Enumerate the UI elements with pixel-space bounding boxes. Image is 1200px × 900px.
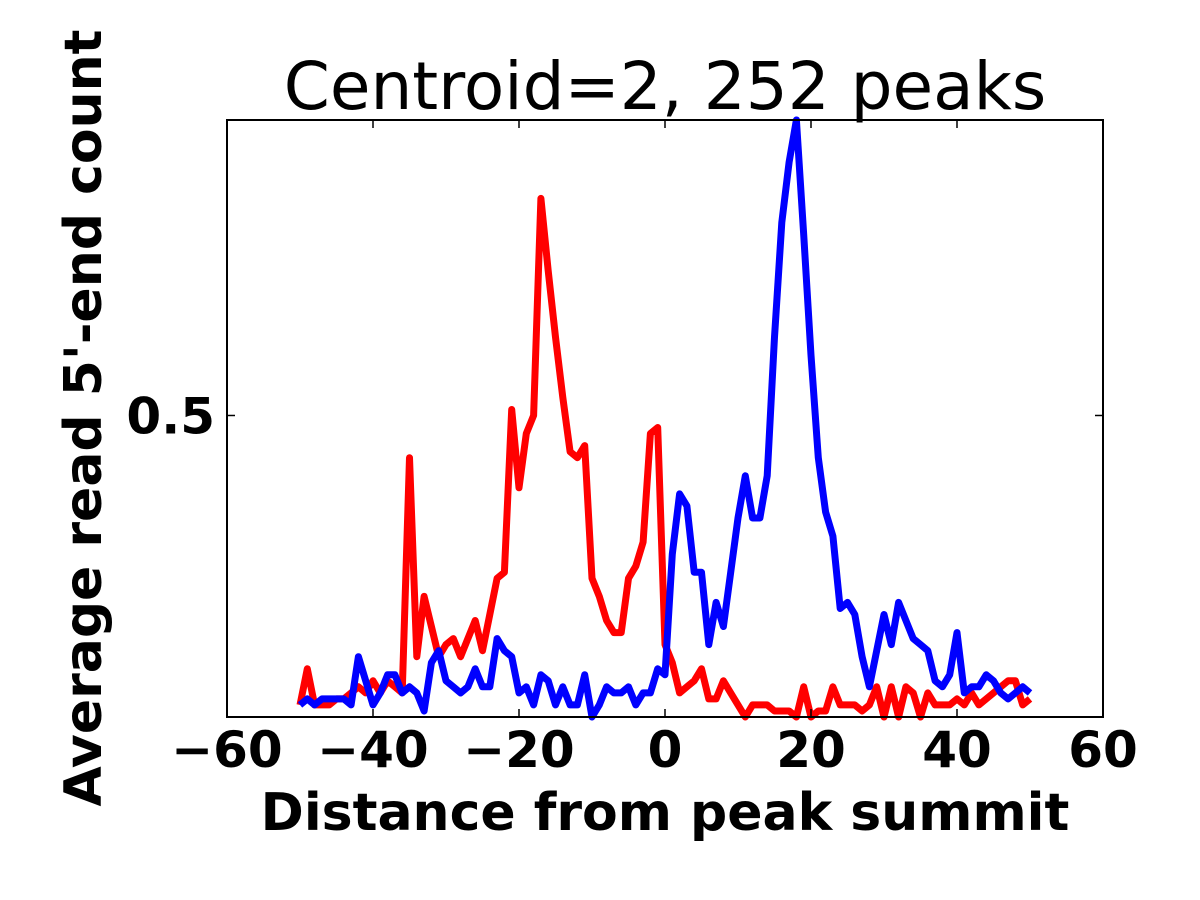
tick-labels-layer: −60 −40 −20 0 20 40 60 0.5 bbox=[126, 387, 1137, 779]
y-axis-label: Average read 5'-end count bbox=[54, 30, 114, 807]
x-tick-label: 0 bbox=[648, 721, 683, 779]
x-tick-label: 20 bbox=[776, 721, 846, 779]
plot-frame bbox=[226, 119, 1104, 718]
x-tick-label: −60 bbox=[171, 721, 282, 779]
series-layer bbox=[296, 116, 1033, 721]
series-line-1 bbox=[297, 116, 1033, 721]
x-tick-label: 60 bbox=[1068, 721, 1138, 779]
x-tick-label: −40 bbox=[317, 721, 428, 779]
y-tick-label: 0.5 bbox=[126, 387, 215, 445]
x-tick-label: 40 bbox=[922, 721, 992, 779]
x-tick-label: −20 bbox=[463, 721, 574, 779]
chart-title: Centroid=2, 252 peaks bbox=[284, 48, 1046, 125]
x-axis-label: Distance from peak summit bbox=[261, 783, 1070, 843]
